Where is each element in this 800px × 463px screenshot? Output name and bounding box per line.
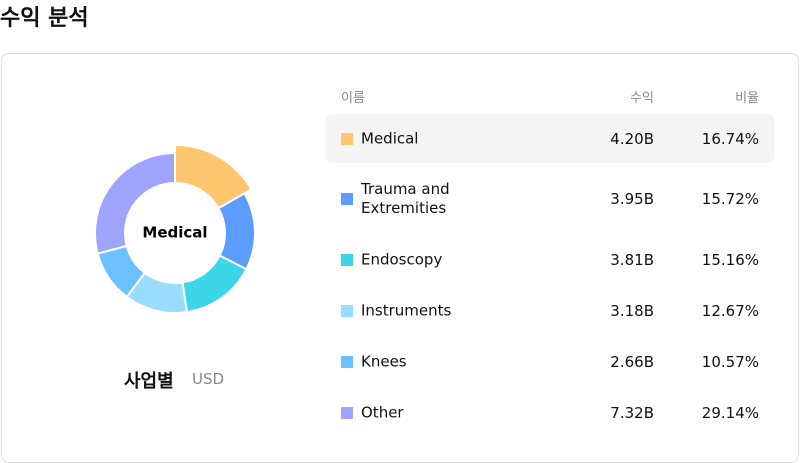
category-name: Medical [361,129,419,147]
percent-label: 16.74% [701,129,759,148]
legend-swatch [341,132,353,145]
category-name: Knees [361,352,407,370]
legend-swatch [341,253,353,266]
percent-label: 29.14% [701,403,759,422]
category-name: Instruments [361,301,452,319]
table-row[interactable]: Medical 4.20B 16.74% [325,114,775,163]
table-row[interactable]: Endoscopy 3.81B 15.16% [325,235,775,284]
revenue: 3.18B [610,301,654,320]
chart-title: 사업별 [124,371,174,392]
revenue: 7.32B [610,403,654,422]
donut-segment[interactable] [174,143,253,210]
percent-label: 15.16% [701,250,759,269]
donut-segment[interactable] [94,151,176,255]
category-name: Endoscopy [361,250,443,268]
legend-swatch [341,406,353,419]
category-name: Trauma and Extremities [361,180,450,217]
column-header: 수익 [630,91,654,106]
donut-segment[interactable] [181,254,248,314]
legend-swatch [341,304,353,317]
column-header: 이름 [341,91,365,106]
table-row[interactable]: Other 7.32B 29.14% [325,388,775,437]
category-name: Other [361,403,404,421]
column-header: 비율 [735,91,759,106]
table-row[interactable]: Instruments 3.18B 12.67% [325,286,775,335]
revenue: 3.81B [610,250,654,269]
center-label: Medical [142,224,207,242]
percent-label: 15.72% [701,190,759,208]
legend-swatch [341,193,353,205]
legend-swatch [341,355,353,368]
revenue: 3.95B [610,190,654,208]
revenue: 2.66B [610,352,654,371]
percent-label: 10.57% [701,352,759,371]
table-row[interactable]: Trauma and Extremities 3.95B 15.72% [325,174,775,224]
table-row[interactable]: Knees 2.66B 10.57% [325,337,775,386]
chart-subtitle: USD [192,370,225,388]
percent-label: 12.67% [701,301,759,320]
revenue: 4.20B [610,129,654,148]
page-title: 수익 분석 [0,6,89,31]
